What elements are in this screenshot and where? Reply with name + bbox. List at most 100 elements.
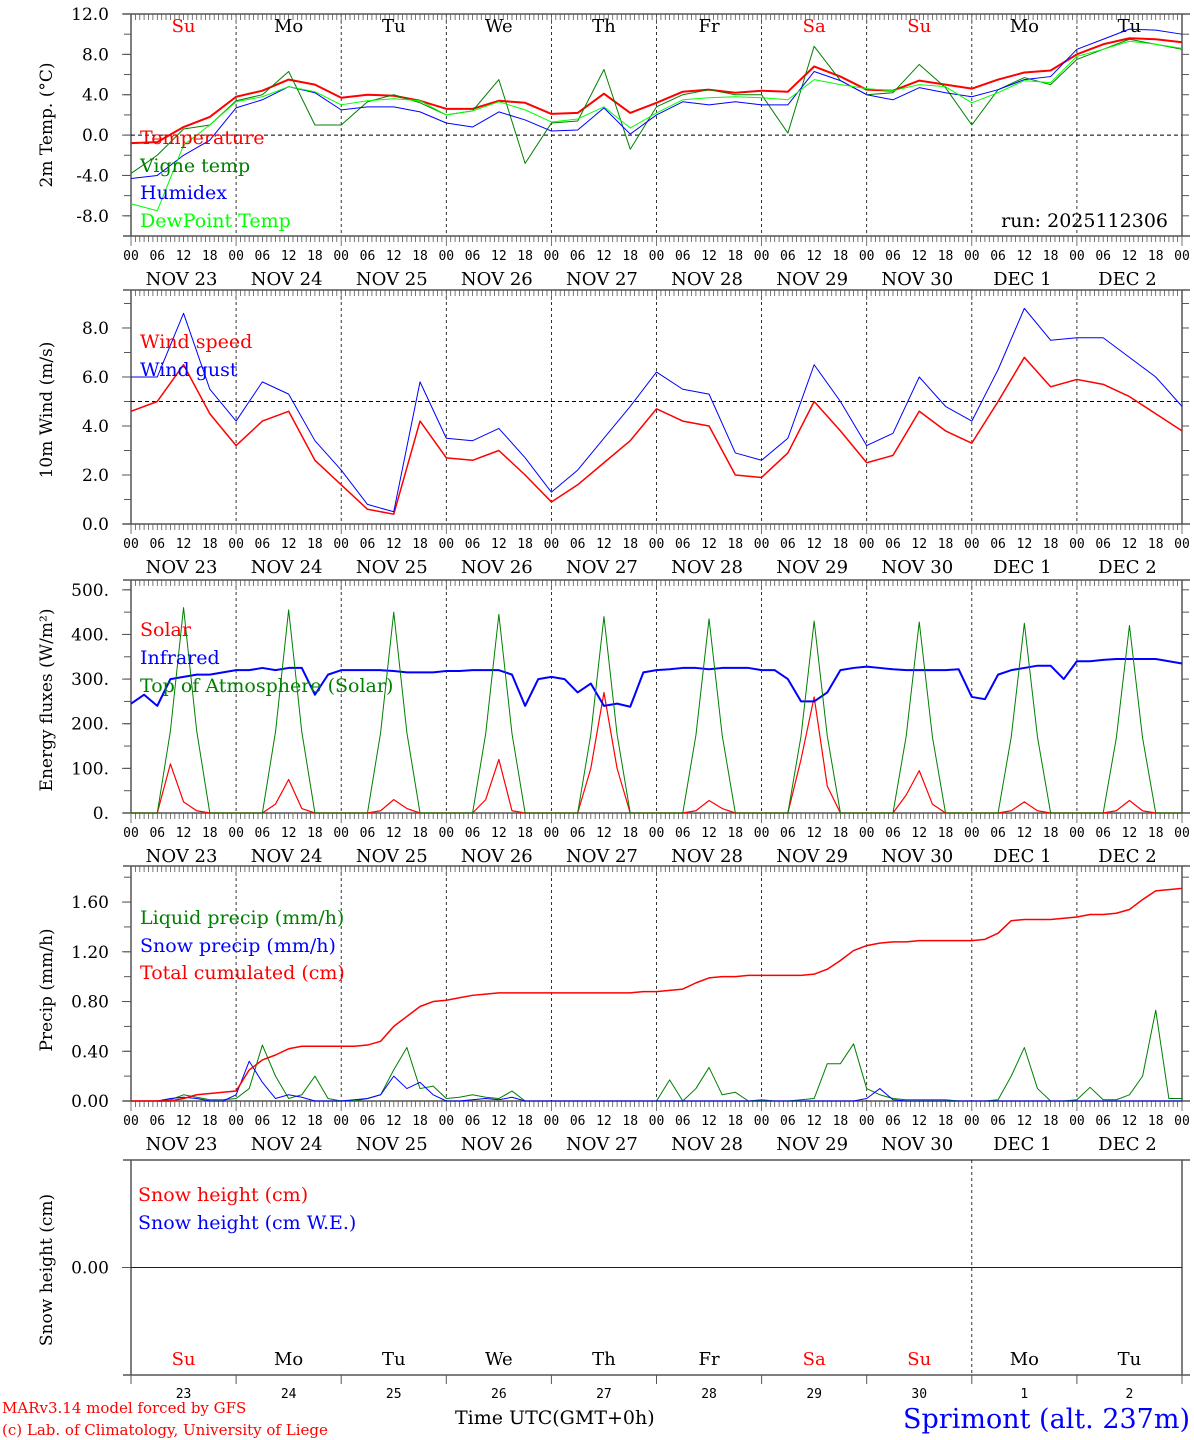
hour-label: 12 (701, 1114, 717, 1129)
y-tick-label: 8.0 (82, 319, 109, 339)
hour-label: 18 (833, 826, 849, 841)
day-number-label: 24 (281, 1387, 297, 1402)
y-tick-label: 400. (71, 625, 109, 645)
hour-label: 00 (1069, 826, 1085, 841)
date-label: NOV 27 (566, 269, 638, 290)
hour-label: 18 (1043, 826, 1059, 841)
date-label: NOV 24 (251, 269, 323, 290)
date-label: NOV 28 (671, 269, 743, 290)
date-label: NOV 27 (566, 1134, 638, 1155)
date-label: NOV 26 (461, 269, 533, 290)
hour-label: 18 (622, 537, 638, 552)
day-name-label: Tu (1118, 16, 1142, 37)
hour-label: 18 (307, 537, 323, 552)
hour-label: 12 (596, 1114, 612, 1129)
date-label: NOV 28 (671, 1134, 743, 1155)
hour-label: 18 (833, 249, 849, 264)
hour-label: 18 (622, 826, 638, 841)
day-number-label: 28 (701, 1387, 717, 1402)
series-total-cumulated-cm (131, 887, 1183, 1102)
y-tick-label: 4.0 (82, 86, 109, 106)
hour-label: 12 (281, 826, 297, 841)
series-top-of-atmosphere-solar (131, 607, 1182, 814)
hour-label: 06 (255, 1114, 271, 1129)
date-label: DEC 1 (993, 269, 1052, 290)
series-infrared (130, 658, 1183, 708)
y-tick-label: -8.0 (76, 207, 109, 227)
date-label: NOV 28 (671, 557, 743, 578)
date-label: NOV 23 (146, 269, 218, 290)
date-label: NOV 28 (671, 846, 743, 867)
hour-label: 12 (701, 537, 717, 552)
y-tick-label: 1.20 (71, 943, 109, 963)
hour-label: 18 (1148, 1114, 1164, 1129)
hour-label: 18 (412, 826, 428, 841)
hour-label: 18 (412, 1114, 428, 1129)
hour-label: 18 (307, 249, 323, 264)
day-number-label: 2 (1126, 1387, 1134, 1402)
hour-label: 00 (1174, 1114, 1190, 1129)
legend-toa-solar: Top of Atmosphere (Solar) (140, 675, 393, 697)
hour-label: 00 (544, 826, 560, 841)
x-ticks-bottom (130, 236, 1183, 246)
hour-label: 06 (465, 1114, 481, 1129)
y-tick-label: 4.0 (82, 417, 109, 437)
hour-label: 06 (360, 249, 376, 264)
day-name-label: We (485, 16, 513, 37)
hour-label: 18 (727, 537, 743, 552)
date-label: NOV 25 (356, 269, 428, 290)
legend-wind-gust: Wind gust (140, 359, 238, 381)
date-label: DEC 1 (993, 1134, 1052, 1155)
date-label: NOV 30 (881, 557, 953, 578)
y-axis-title: Precip (mm/h) (37, 928, 57, 1051)
hour-label: 06 (360, 1114, 376, 1129)
hour-label: 00 (649, 249, 665, 264)
day-name-label: Fr (699, 1349, 720, 1370)
series-snow-precip-mm-h (131, 1060, 1182, 1102)
hour-label: 18 (1148, 249, 1164, 264)
hour-label: 00 (649, 1114, 665, 1129)
hour-label: 06 (780, 1114, 796, 1129)
hour-label: 06 (780, 826, 796, 841)
hour-label: 06 (149, 1114, 165, 1129)
hour-label: 00 (754, 537, 770, 552)
hour-label: 12 (386, 249, 402, 264)
lab-credit: (c) Lab. of Climatology, University of L… (2, 1421, 328, 1439)
hour-label: 12 (701, 826, 717, 841)
date-label: DEC 2 (1098, 846, 1157, 867)
hour-label: 18 (727, 1114, 743, 1129)
day-name-label: Su (907, 16, 931, 37)
day-name-label: Mo (1010, 1349, 1039, 1370)
hour-label: 12 (281, 249, 297, 264)
date-label: NOV 30 (881, 1134, 953, 1155)
hour-label: 06 (885, 1114, 901, 1129)
hour-label: 00 (333, 826, 349, 841)
hour-label: 00 (754, 249, 770, 264)
model-credit: MARv3.14 model forced by GFS (2, 1399, 246, 1417)
y-tick-label: 0.00 (71, 1259, 109, 1279)
hour-label: 18 (1148, 537, 1164, 552)
y-axis-title: 10m Wind (m/s) (37, 342, 57, 479)
date-label: NOV 26 (461, 557, 533, 578)
date-label: NOV 24 (251, 557, 323, 578)
day-number-label: 1 (1020, 1387, 1028, 1402)
hour-label: 12 (911, 537, 927, 552)
hour-label: 12 (596, 537, 612, 552)
y-tick-label: 2.0 (82, 466, 109, 486)
x-ticks-top (130, 14, 1183, 24)
y-tick-label: 0.40 (71, 1042, 109, 1062)
day-name-label: Sa (803, 16, 826, 37)
date-label: NOV 25 (356, 557, 428, 578)
date-label: NOV 23 (146, 557, 218, 578)
legend-solar: Solar (140, 619, 192, 641)
hour-label: 00 (438, 537, 454, 552)
legend-wind-speed: Wind speed (140, 331, 252, 353)
date-label: DEC 2 (1098, 1134, 1157, 1155)
hour-label: 00 (228, 249, 244, 264)
hour-label: 06 (885, 537, 901, 552)
day-number-label: 26 (491, 1387, 507, 1402)
hour-label: 18 (517, 537, 533, 552)
hour-label: 06 (465, 249, 481, 264)
hour-label: 12 (1122, 249, 1138, 264)
